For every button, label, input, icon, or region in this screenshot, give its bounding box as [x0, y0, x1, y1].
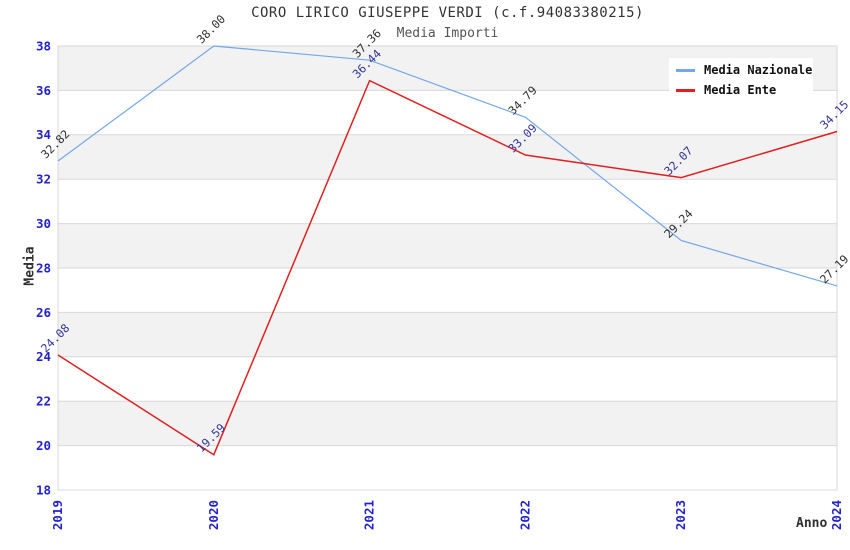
- legend: Media Nazionale Media Ente: [669, 58, 813, 102]
- y-tick-label: 36: [36, 83, 51, 98]
- y-tick-label: 24: [36, 349, 51, 364]
- legend-label-media-ente: Media Ente: [704, 83, 777, 97]
- x-tick-label: 2020: [206, 500, 221, 530]
- y-tick-label: 20: [36, 438, 51, 453]
- legend-item-media-nazionale: Media Nazionale: [669, 63, 813, 77]
- x-tick-label: 2023: [673, 500, 688, 530]
- x-tick-label: 2019: [50, 500, 65, 530]
- x-axis-title: Anno: [796, 516, 828, 531]
- legend-item-media-ente: Media Ente: [669, 83, 813, 97]
- x-tick-label: 2024: [829, 500, 844, 530]
- plot-band: [58, 401, 837, 446]
- y-tick-label: 38: [36, 38, 51, 53]
- plot-band: [58, 134, 837, 180]
- y-tick-label: 30: [36, 216, 51, 231]
- y-tick-label: 28: [36, 260, 51, 275]
- y-tick-label: 18: [36, 482, 51, 497]
- chart-subtitle: Media Importi: [396, 26, 499, 41]
- x-tick-label: 2021: [362, 500, 377, 530]
- plot-band: [58, 312, 837, 357]
- x-tick-label: 2022: [517, 500, 532, 530]
- plot-border: [57, 45, 838, 491]
- series-line-media-nazionale: [57, 45, 838, 287]
- y-tick-label: 22: [36, 394, 51, 409]
- legend-label-media-nazionale: Media Nazionale: [704, 63, 813, 77]
- plot-band: [58, 223, 837, 268]
- series-line-media-ente: [57, 79, 838, 456]
- chart-title: CORO LIRICO GIUSEPPE VERDI (c.f.94083380…: [251, 5, 644, 21]
- y-tick-label: 26: [36, 305, 51, 320]
- legend-swatch-media-nazionale: [676, 68, 695, 72]
- y-tick-label: 32: [36, 172, 51, 187]
- data-label: 34.15: [817, 97, 850, 131]
- legend-swatch-media-ente: [676, 88, 695, 92]
- data-label: 38.00: [194, 12, 228, 46]
- y-tick-label: 34: [36, 127, 51, 142]
